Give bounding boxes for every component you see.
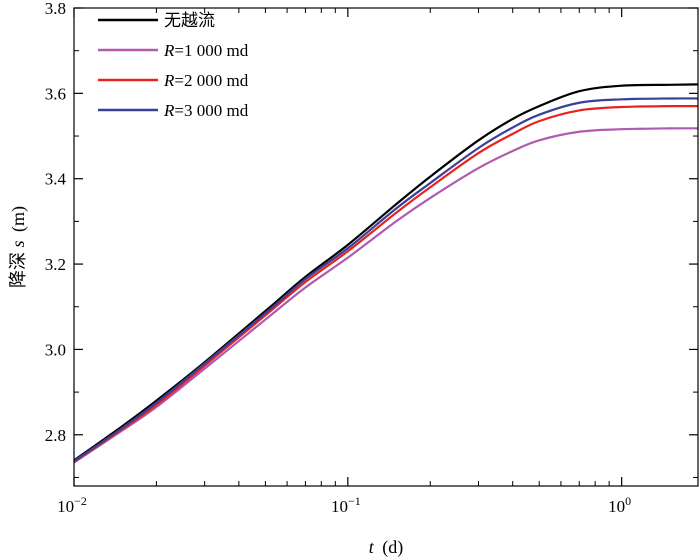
axis-ticks xyxy=(73,7,698,486)
y-axis-var: s xyxy=(8,240,28,247)
y-axis-unit: (m) xyxy=(8,206,29,232)
y-tick-label: 3.4 xyxy=(45,170,67,189)
x-axis-var: t xyxy=(369,537,375,557)
legend-label-1: R=1 000 md xyxy=(163,41,249,60)
y-tick-label: 3.0 xyxy=(45,340,66,359)
y-tick-label: 3.6 xyxy=(45,84,66,103)
y-tick-labels: 2.8 3.0 3.2 3.4 3.6 3.8 xyxy=(45,0,67,445)
x-axis-unit: (d) xyxy=(382,537,403,558)
y-axis-text: 降深 xyxy=(8,252,28,288)
series-layer xyxy=(73,83,699,464)
legend: 无越流 R=1 000 md R=2 000 md R=3 000 md xyxy=(98,11,249,120)
legend-label-2: R=2 000 md xyxy=(163,71,249,90)
series-line-1 xyxy=(73,127,699,464)
y-tick-label: 3.2 xyxy=(45,255,66,274)
x-tick-label: 10−1 xyxy=(331,494,361,516)
y-tick-label: 3.8 xyxy=(45,0,66,18)
legend-label-0: 无越流 xyxy=(164,11,215,30)
series-line-3 xyxy=(73,97,699,463)
legend-label-3: R=3 000 md xyxy=(163,101,249,120)
plot-frame xyxy=(73,7,699,487)
x-tick-labels: 10−2 10−1 100 xyxy=(57,494,631,516)
x-tick-label: 10−2 xyxy=(57,494,87,516)
x-tick-label: 100 xyxy=(608,494,631,516)
series-line-0 xyxy=(73,83,699,462)
series-line-2 xyxy=(73,104,699,463)
x-axis-label: t (d) xyxy=(369,537,404,558)
y-axis-label: 降深 s (m) xyxy=(8,206,29,288)
y-tick-label: 2.8 xyxy=(45,426,66,445)
